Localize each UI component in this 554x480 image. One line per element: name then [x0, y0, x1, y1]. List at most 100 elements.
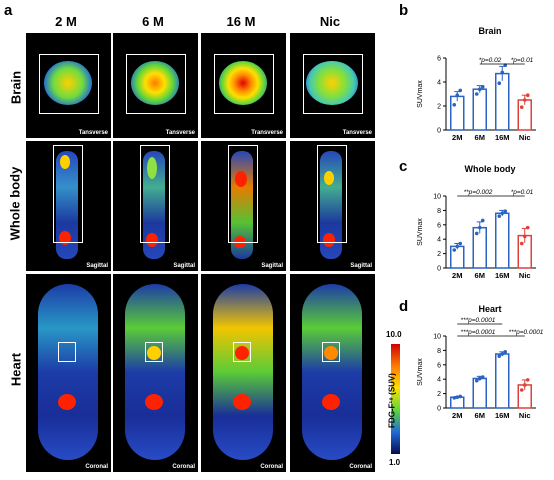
view-label: Tansverse: [342, 130, 372, 136]
significance-label: ***p=0.0001: [461, 317, 496, 324]
y-tick-label: 10: [433, 194, 441, 201]
view-label: Coronal: [349, 464, 372, 470]
data-point: [525, 378, 530, 382]
x-tick-label: 2M: [452, 133, 462, 142]
data-point: [474, 231, 479, 236]
pet-image-whole-body-6m: Sagittal: [113, 141, 198, 271]
x-tick-label: 6M: [475, 411, 485, 420]
y-tick-label: 10: [433, 334, 441, 341]
data-point: [503, 209, 508, 213]
view-label: Sagittal: [86, 263, 108, 269]
x-tick-label: Nic: [519, 411, 531, 420]
data-point: [452, 103, 457, 107]
data-point: [500, 211, 505, 216]
bar: [472, 377, 487, 409]
panel-c-letter: c: [399, 158, 408, 175]
panel-a-letter: a: [4, 2, 13, 19]
bar: [450, 95, 465, 131]
data-point: [474, 378, 479, 383]
view-label: Sagittal: [173, 263, 195, 269]
data-point: [477, 87, 482, 91]
y-axis-label: SUVmax: [417, 358, 424, 386]
data-point: [503, 350, 508, 354]
data-point: [477, 376, 482, 381]
view-label: Coronal: [85, 464, 108, 470]
pet-image-brain-nic: Tansverse: [290, 33, 375, 138]
bar: [495, 72, 510, 131]
view-label: Sagittal: [350, 263, 372, 269]
data-point: [480, 85, 485, 89]
pet-image-brain-6m: Tansverse: [113, 33, 198, 138]
colorbar-max-label: 10.0: [386, 330, 402, 339]
chart-c-title: Whole body: [464, 164, 516, 174]
y-tick-label: 4: [437, 237, 441, 244]
x-tick-label: 6M: [475, 133, 485, 142]
pet-image-brain-2m: Tansverse: [26, 33, 111, 138]
column-header-6m: 6 M: [142, 14, 164, 29]
pet-image-brain-16m: Transverse: [201, 33, 286, 138]
significance-label: **p=0.002: [464, 189, 493, 196]
pet-image-heart-16m: Coronal: [201, 274, 286, 472]
data-point: [500, 352, 505, 356]
row-header-whole-body: Whole body: [7, 166, 23, 241]
significance-label: ***p=0.0001: [509, 329, 544, 336]
colorbar: [391, 344, 400, 454]
x-tick-label: 16M: [495, 411, 510, 420]
x-tick-label: 2M: [452, 411, 462, 420]
view-label: Tansverse: [78, 130, 108, 136]
data-point: [477, 225, 482, 230]
y-tick-label: 6: [437, 56, 441, 63]
pet-image-whole-body-2m: Sagittal: [26, 141, 111, 271]
significance-label: ***p=0.0001: [461, 329, 496, 336]
y-tick-label: 0: [437, 266, 441, 273]
view-label: Sagittal: [261, 263, 283, 269]
chart-d-title: Heart: [478, 304, 502, 314]
data-point: [458, 88, 463, 93]
x-tick-label: Nic: [519, 133, 531, 142]
data-point: [497, 354, 502, 358]
x-tick-label: 6M: [475, 271, 485, 280]
pet-image-heart-nic: Coronal: [290, 274, 375, 472]
column-header-2m: 2 M: [55, 14, 77, 29]
data-point: [519, 241, 524, 246]
data-point: [458, 394, 463, 399]
y-tick-label: 0: [437, 128, 441, 135]
data-point: [480, 375, 485, 379]
significance-label: *p=0.01: [511, 189, 534, 196]
y-axis-label: SUVmax: [417, 218, 424, 246]
pet-image-whole-body-16m: Sagittal: [201, 141, 286, 271]
significance-label: *p=0.02: [479, 57, 502, 64]
data-point: [497, 214, 502, 218]
x-tick-label: Nic: [519, 271, 531, 280]
y-tick-label: 6: [437, 222, 441, 229]
data-point: [455, 93, 460, 97]
pet-image-heart-2m: Coronal: [26, 274, 111, 472]
column-header-nic: Nic: [319, 14, 341, 29]
view-label: Coronal: [172, 464, 195, 470]
significance-label: *p=0.01: [511, 57, 534, 64]
chart-c: SUVmax 0 2 4 6 8 10 2M 6M 16M Nic **p=0.002 *p=0.01: [417, 189, 536, 280]
data-point: [519, 388, 524, 392]
data-point: [474, 92, 479, 96]
view-label: Tansverse: [165, 130, 195, 136]
panel-d-letter: d: [399, 298, 409, 315]
data-point: [522, 234, 527, 239]
data-point: [519, 105, 524, 109]
x-tick-label: 16M: [495, 271, 510, 280]
pet-image-heart-6m: Coronal: [113, 274, 198, 472]
x-tick-label: 2M: [452, 271, 462, 280]
data-point: [497, 81, 502, 85]
data-point: [525, 225, 530, 230]
data-point: [458, 241, 463, 246]
data-point: [522, 98, 527, 102]
y-tick-label: 8: [437, 348, 441, 355]
row-header-brain: Brain: [8, 70, 24, 105]
view-label: Coronal: [260, 464, 283, 470]
y-tick-label: 6: [437, 362, 441, 369]
y-tick-label: 8: [437, 208, 441, 215]
y-tick-label: 4: [437, 80, 441, 87]
panel-b-letter: b: [399, 2, 409, 19]
view-label: Transverse: [251, 130, 283, 136]
column-header-16m: 16 M: [226, 14, 256, 29]
row-header-heart: Heart: [8, 352, 24, 387]
